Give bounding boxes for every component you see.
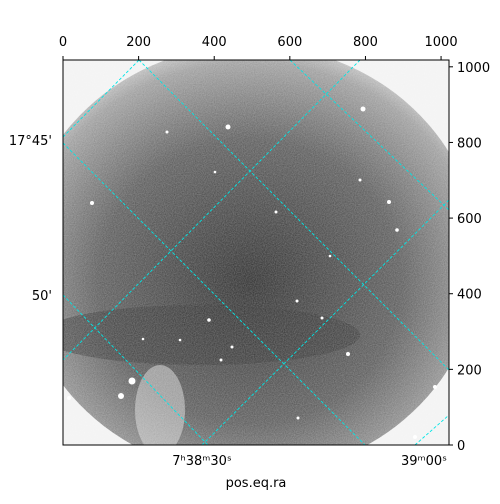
dec-tick-label: 50' [32,289,52,304]
sky-image [63,60,449,445]
ra-tick-label: 39ᵐ00ˢ [401,454,447,469]
ra-tick-label: 7ʰ38ᵐ30ˢ [172,454,232,469]
y-tick-label: 1000 [457,61,490,76]
plot-frame [62,59,450,446]
coordinate-grid [63,60,449,445]
x-axis-label: pos.eq.ra [226,476,287,491]
y-tick-label: 400 [457,288,482,303]
y-tick-label: 800 [457,136,482,151]
dec-tick-label: 17°45' [9,134,52,149]
y-tick-label: 200 [457,363,482,378]
x-tick-label: 400 [202,35,227,50]
x-tick-label: 600 [277,35,302,50]
y-tick-label: 600 [457,212,482,227]
x-tick-label: 800 [353,35,378,50]
x-tick-label: 200 [126,35,151,50]
y-tick-label: 0 [457,439,465,454]
x-tick-label: 1000 [425,35,458,50]
x-tick-label: 0 [59,35,67,50]
